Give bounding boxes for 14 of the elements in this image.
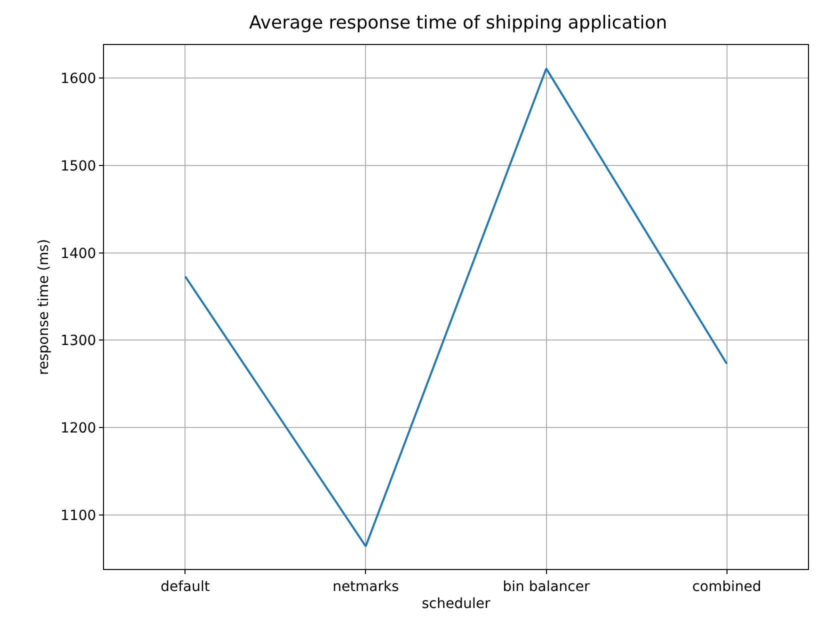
x-tick-label: combined	[692, 578, 762, 595]
y-axis-title: response time (ms)	[36, 239, 52, 375]
x-tick-label: bin balancer	[502, 578, 590, 595]
x-tick-label: default	[160, 578, 210, 595]
y-tick-label: 1600	[60, 71, 96, 88]
y-tick-label: 1400	[60, 246, 96, 262]
line-series	[184, 68, 728, 548]
x-axis-title: scheduler	[422, 596, 490, 612]
chart-title: Average response time of shipping application	[249, 12, 668, 34]
y-tick-label: 1300	[60, 333, 96, 350]
y-tick-label: 1200	[60, 420, 96, 436]
y-tick-label: 1100	[60, 508, 96, 524]
y-tick-label: 1500	[60, 158, 96, 174]
x-tick-label: netmarks	[332, 578, 399, 595]
